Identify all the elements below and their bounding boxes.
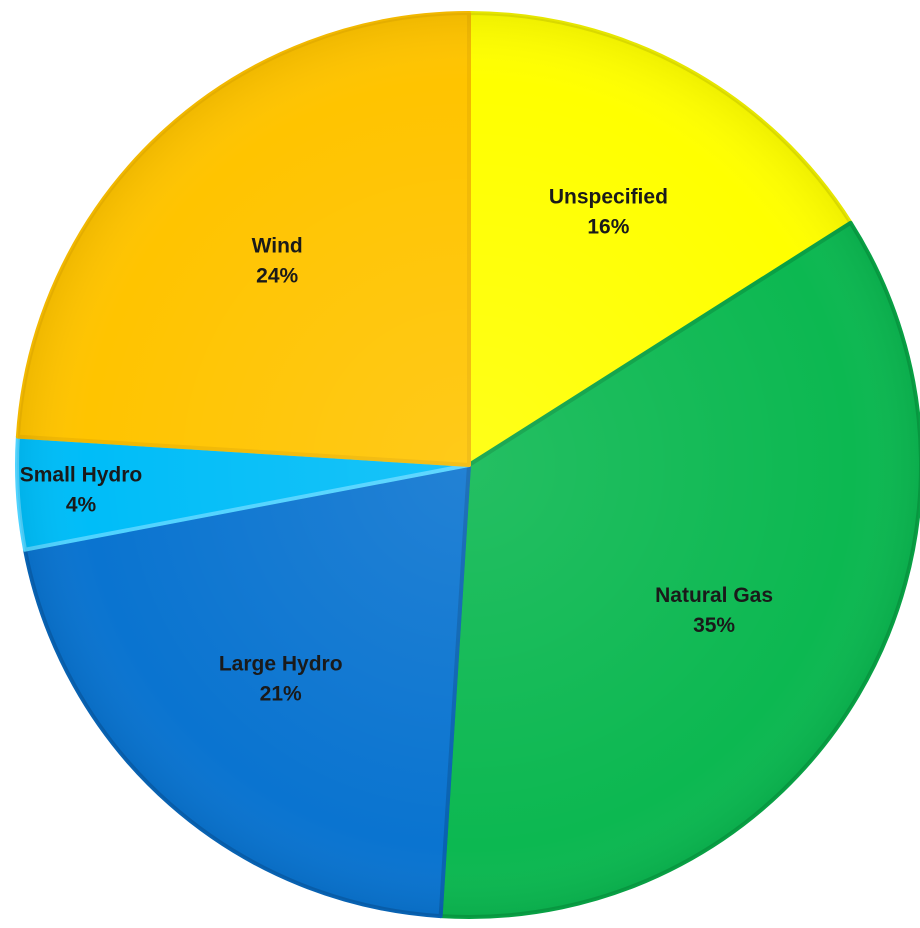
slice-label-unspecified: Unspecified 16% xyxy=(549,186,668,239)
slice-label-value: 16% xyxy=(587,216,629,239)
slice-label-small-hydro: Small Hydro 4% xyxy=(20,463,143,516)
slice-label-name: Natural Gas xyxy=(655,584,773,607)
slice-label-name: Small Hydro xyxy=(20,463,143,486)
pie-labels: Unspecified 16% Natural Gas 35% Large Hydro 2… xyxy=(20,186,773,706)
slice-label-value: 35% xyxy=(693,614,735,637)
slice-label-name: Large Hydro xyxy=(219,653,343,676)
slice-label-name: Wind xyxy=(252,235,303,258)
slice-label-value: 24% xyxy=(256,265,298,288)
slice-label-wind: Wind 24% xyxy=(252,235,303,288)
slice-label-large-hydro: Large Hydro 21% xyxy=(219,653,343,706)
pie-slice-wind xyxy=(15,11,471,467)
slice-label-name: Unspecified xyxy=(549,186,668,209)
pie-slices xyxy=(15,11,920,919)
slice-label-value: 4% xyxy=(66,493,97,516)
slice-label-value: 21% xyxy=(260,683,302,706)
slice-label-natural-gas: Natural Gas 35% xyxy=(655,584,773,637)
